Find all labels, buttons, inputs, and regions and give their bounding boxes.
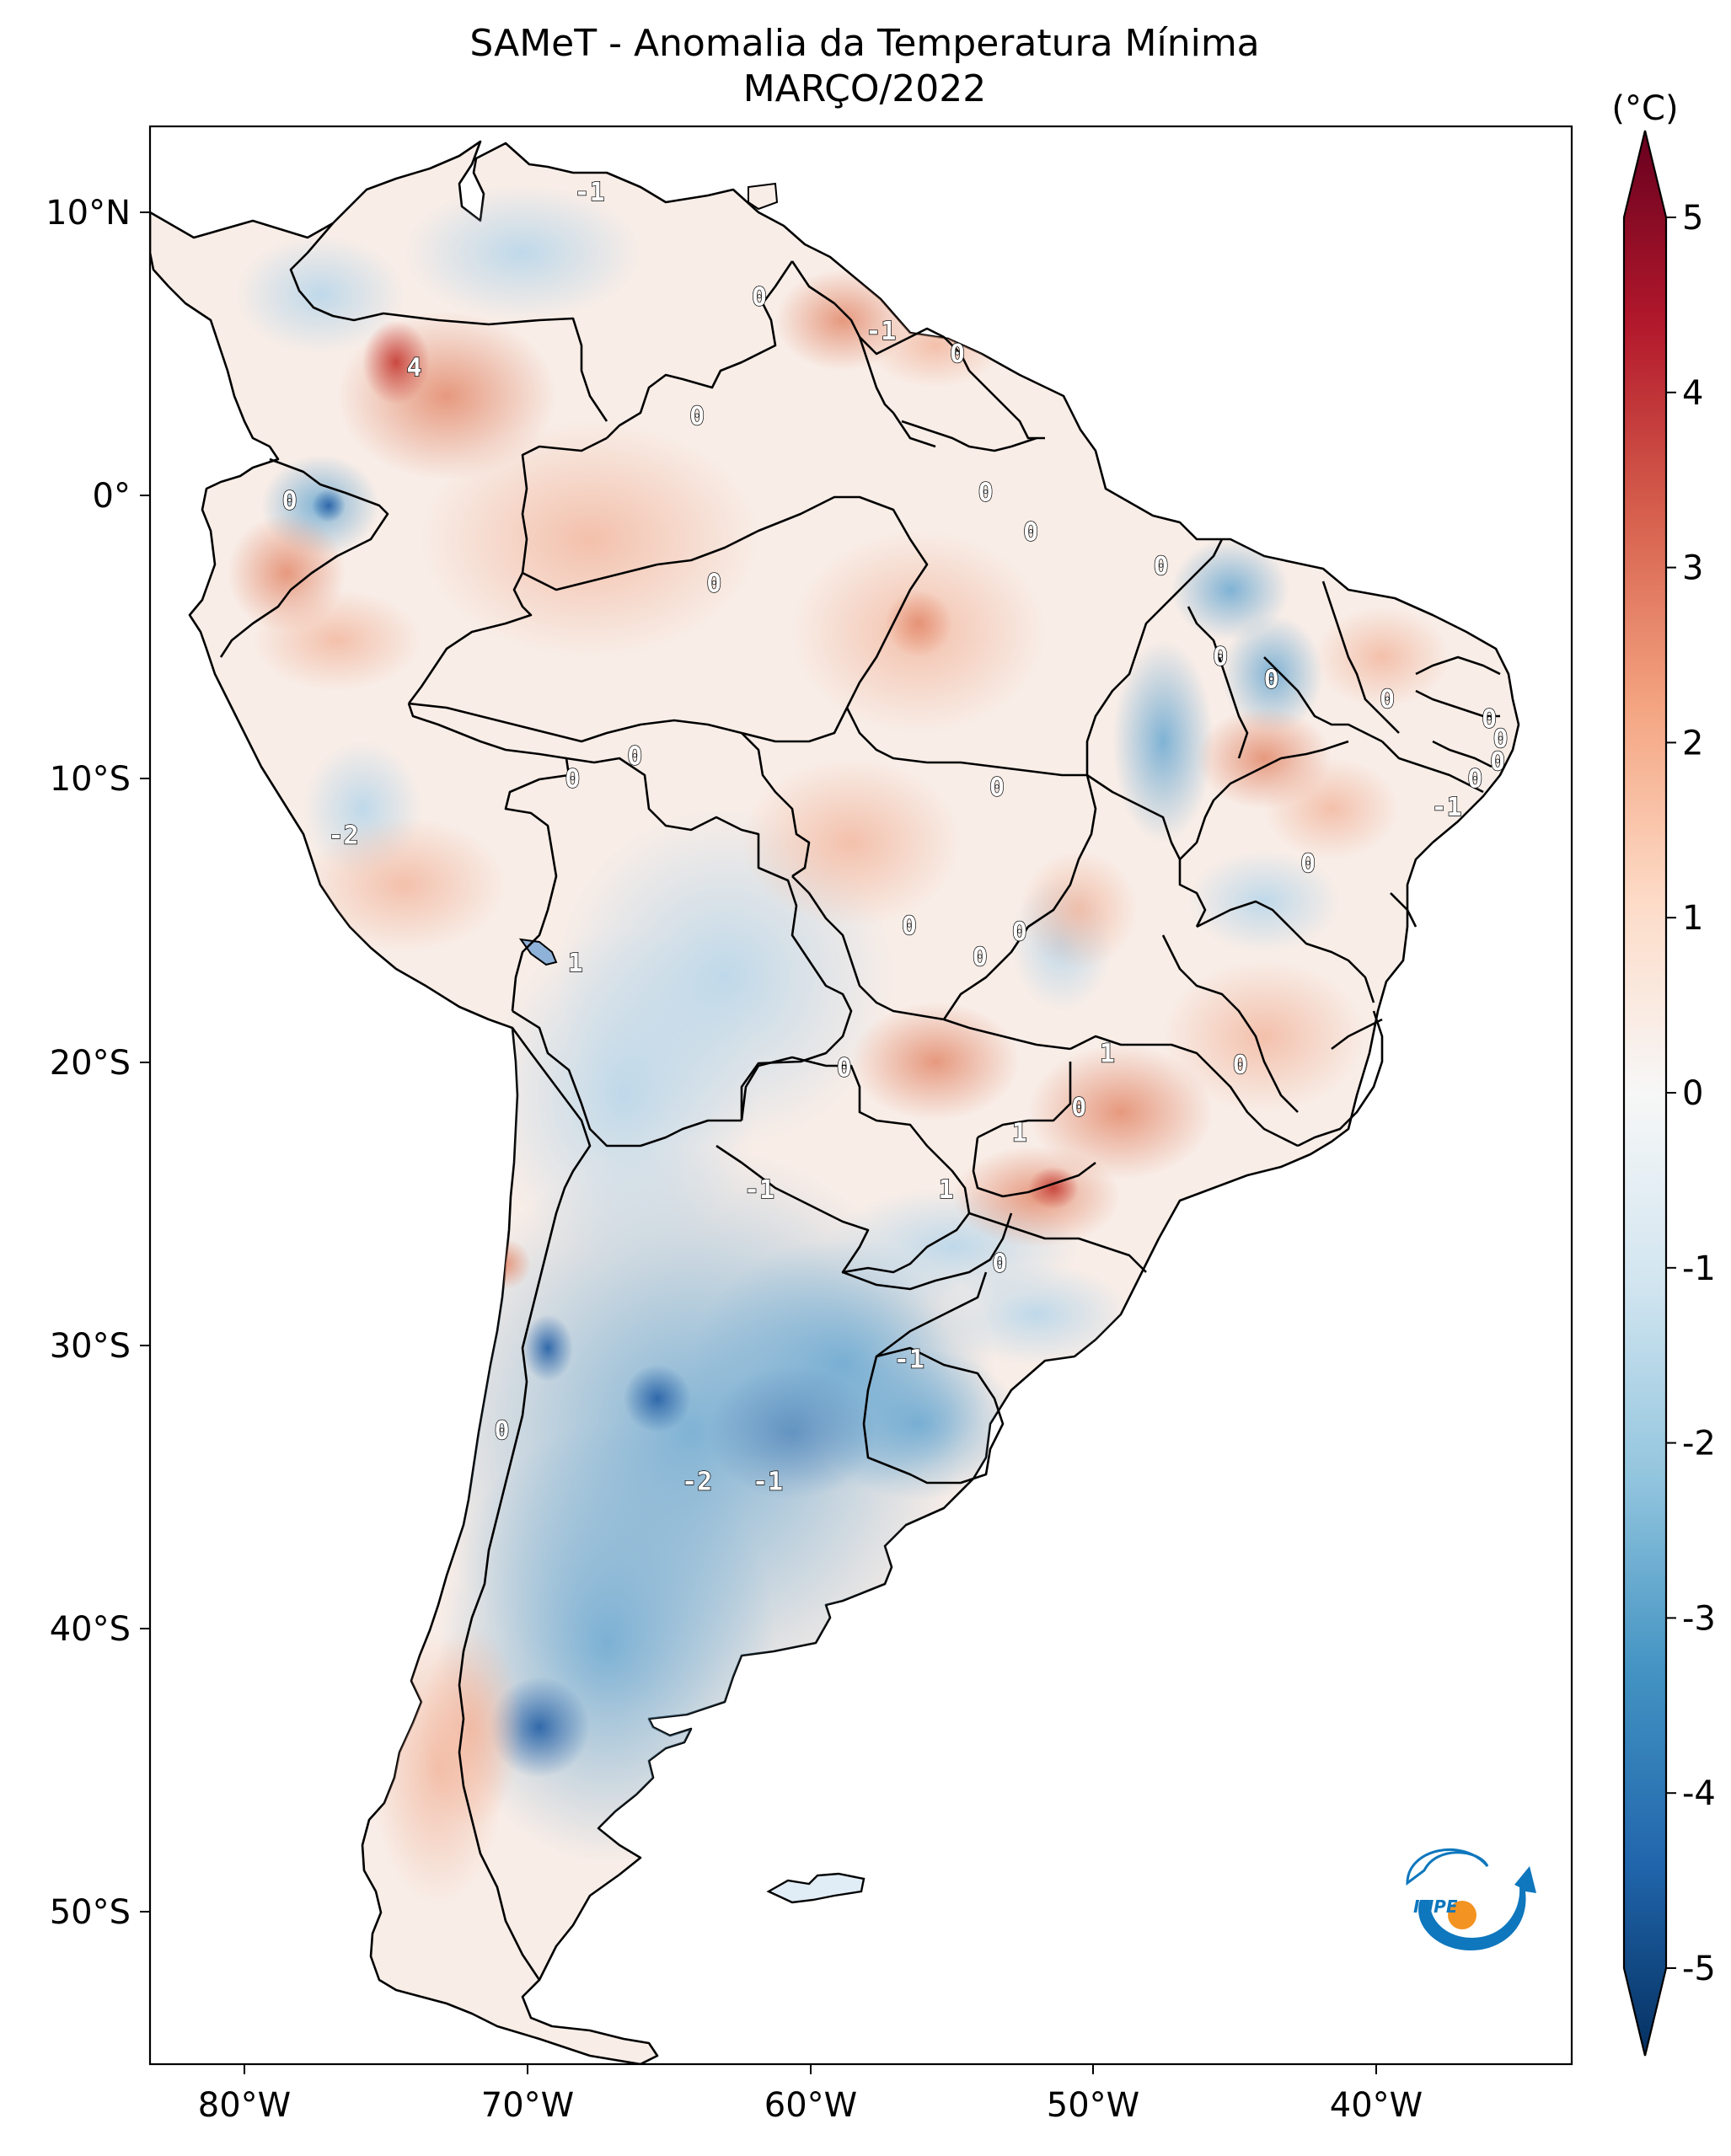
contour-label: 0 [752,283,767,313]
y-tick-label: 0° [93,477,131,516]
contour-label: -1 [753,1467,783,1496]
contour-label: 0 [1380,685,1395,714]
contour-label: 0 [1300,849,1316,879]
contour-label: 0 [494,1416,509,1446]
contour-label: 0 [973,943,988,972]
political-borders [219,222,1501,1981]
contour-label: 0 [565,764,580,794]
inpe-sun-icon [1448,1901,1476,1929]
map-subtitle: MARÇO/2022 [742,67,987,110]
contour-label: 1 [568,949,583,978]
y-tick-label: 10°S [50,760,131,799]
map-title: SAMeT - Anomalia da Temperatura Mínima [469,22,1260,65]
contour-label: 0 [992,1249,1007,1278]
contour-label: 0 [989,773,1005,802]
colorbar-tick-label: 1 [1682,899,1703,938]
x-tick-label: 40°W [1330,2086,1423,2125]
contour-label: -1 [744,1175,774,1205]
contour-label: -1 [1432,793,1462,822]
colorbar: (°C) 5 4 3 2 1 0 -1 -2 -3 -4 -5 [1611,89,1716,2057]
contour-label: -2 [328,821,358,851]
contour-label: 1 [1100,1040,1115,1069]
colorbar-unit: (°C) [1611,89,1678,128]
contour-label: 0 [1154,552,1169,581]
contour-label: 0 [950,340,965,369]
colorbar-tick-label: -4 [1682,1774,1716,1813]
contour-label: 0 [1490,747,1505,777]
x-tick-label: 80°W [198,2086,291,2125]
contour-label: -1 [894,1345,924,1375]
y-tick-label: 50°S [50,1893,131,1932]
contour-label: 0 [1213,643,1228,672]
inpe-logo-text: INPE [1413,1897,1458,1917]
colorbar-scale [1622,130,1668,2057]
inpe-logo: INPE [1406,1848,1536,1950]
contour-label: 0 [1071,1093,1086,1122]
y-tick-label: 20°S [50,1044,131,1083]
contour-label: 1 [938,1175,953,1205]
contour-label: 0 [902,912,917,941]
contour-label: 0 [282,487,297,516]
plot-frame [148,125,1573,2066]
x-tick-label: 70°W [481,2086,574,2125]
contour-label: 0 [1233,1051,1248,1080]
colorbar-tick-label: -5 [1682,1950,1716,1988]
contour-label: 4 [406,354,421,383]
y-tick-label: 10°N [46,194,131,233]
colorbar-tick-label: 5 [1682,199,1703,238]
contour-label: -1 [866,317,896,346]
colorbar-tick-label: 3 [1682,549,1703,588]
contour-label: 0 [1493,725,1508,754]
x-tick-label: 60°W [764,2086,857,2125]
colorbar-tick-label: -3 [1682,1599,1716,1638]
contour-label: 0 [978,479,993,508]
trinidad-island [748,182,779,211]
colorbar-tick-label: -2 [1682,1425,1716,1463]
contour-label: 0 [1264,666,1279,695]
y-tick-label: 40°S [50,1610,131,1649]
inpe-orbit-icon [1406,1848,1489,1886]
contour-label: -2 [682,1467,712,1496]
contour-label: 0 [627,741,642,771]
colorbar-tick-label: 0 [1682,1074,1703,1113]
contour-label: 1 [1012,1119,1027,1148]
contour-label: -1 [575,178,605,207]
y-tick-label: 30°S [50,1327,131,1366]
malvinas-islands [766,1872,866,1904]
colorbar-tick-label: 4 [1682,374,1703,413]
inpe-swoosh-icon [1418,1866,1536,1950]
contour-label: 0 [706,569,721,598]
contour-label: 0 [837,1053,852,1083]
colorbar-tick-label: -1 [1682,1249,1716,1288]
x-tick-label: 50°W [1047,2086,1139,2125]
contour-label: 0 [1482,705,1497,735]
contour-label: 0 [1023,518,1038,548]
contour-label: 0 [1467,764,1482,794]
axis-ticks [140,211,1377,2074]
colorbar-tick-label: 2 [1682,724,1703,762]
contour-label: 0 [1012,918,1027,947]
contour-label: 0 [689,402,705,431]
